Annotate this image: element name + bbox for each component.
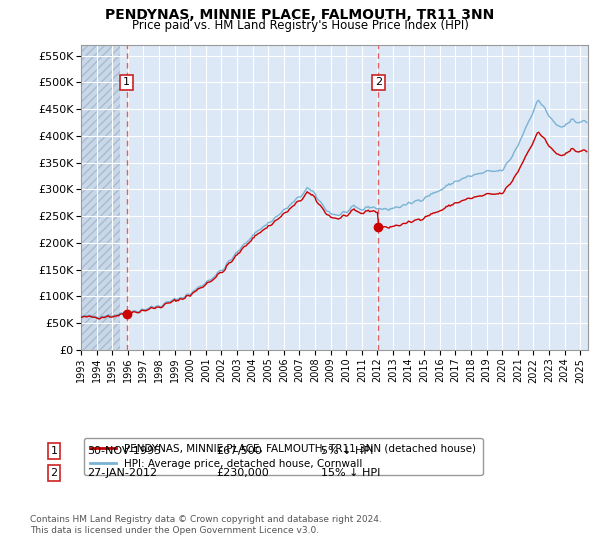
Text: 1: 1: [50, 446, 58, 456]
Text: 5% ↓ HPI: 5% ↓ HPI: [321, 446, 373, 456]
Text: 27-JAN-2012: 27-JAN-2012: [87, 468, 157, 478]
Text: 1: 1: [123, 77, 130, 87]
Legend: PENDYNAS, MINNIE PLACE, FALMOUTH, TR11 3NN (detached house), HPI: Average price,: PENDYNAS, MINNIE PLACE, FALMOUTH, TR11 3…: [83, 437, 482, 475]
Text: 15% ↓ HPI: 15% ↓ HPI: [321, 468, 380, 478]
Text: 2: 2: [375, 77, 382, 87]
Text: £230,000: £230,000: [216, 468, 269, 478]
Text: PENDYNAS, MINNIE PLACE, FALMOUTH, TR11 3NN: PENDYNAS, MINNIE PLACE, FALMOUTH, TR11 3…: [106, 8, 494, 22]
Text: Price paid vs. HM Land Registry's House Price Index (HPI): Price paid vs. HM Land Registry's House …: [131, 19, 469, 32]
Text: 30-NOV-1995: 30-NOV-1995: [87, 446, 161, 456]
Text: Contains HM Land Registry data © Crown copyright and database right 2024.
This d: Contains HM Land Registry data © Crown c…: [30, 515, 382, 535]
Bar: [81, 45, 120, 350]
Text: 2: 2: [50, 468, 58, 478]
Text: £67,500: £67,500: [216, 446, 262, 456]
